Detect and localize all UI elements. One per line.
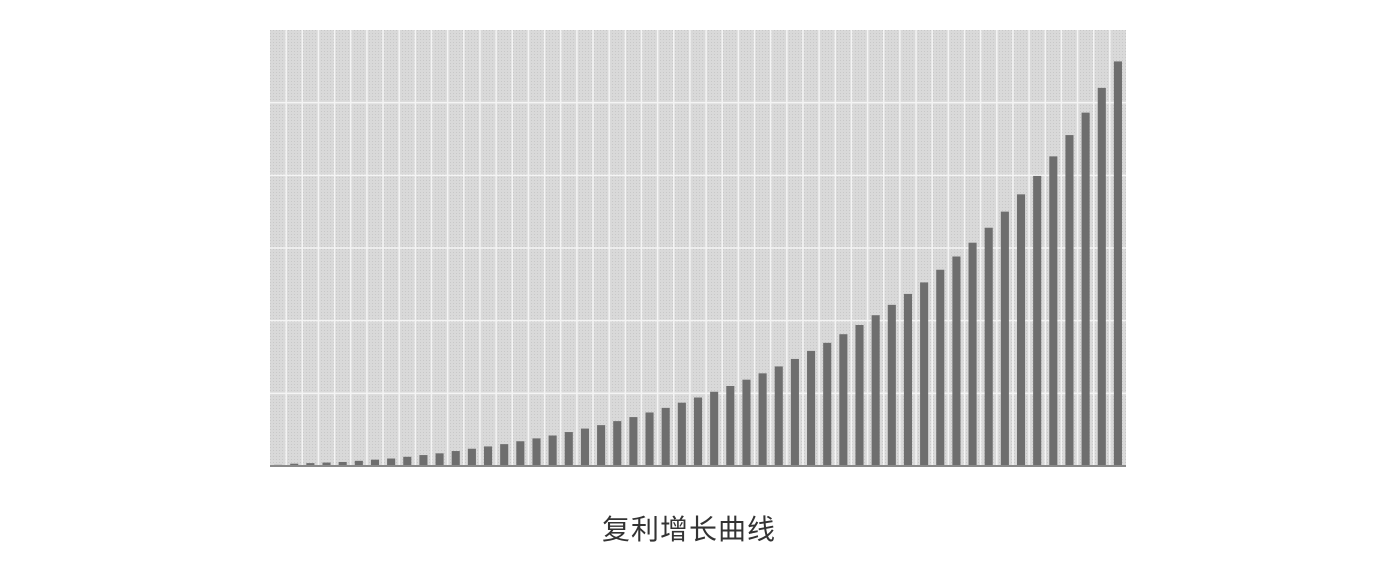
bar-37 [855,325,864,466]
bar-38 [871,315,880,466]
bar-5 [338,461,347,466]
bar-15 [500,444,509,466]
bar-45 [984,227,993,466]
bar-32 [774,366,783,466]
bar-16 [516,441,525,466]
bar-2 [290,463,299,466]
bar-40 [903,293,912,466]
bar-4 [322,462,331,466]
bar-30 [742,379,751,466]
bar-44 [968,242,977,466]
bar-7 [370,459,380,466]
bar-43 [952,256,961,466]
bar-28 [710,391,719,466]
bar-41 [920,282,929,466]
bar-48 [1033,175,1042,466]
bar-33 [790,358,799,466]
bar-6 [354,460,363,466]
bar-20 [580,428,589,466]
bar-24 [645,412,654,466]
bar-8 [387,458,396,466]
bar-52 [1097,87,1106,466]
bar-39 [887,304,896,466]
bar-53 [1113,61,1122,466]
bar-46 [1000,211,1009,466]
bar-22 [613,421,622,466]
bar-3 [306,463,315,466]
bar-50 [1065,135,1074,466]
bar-13 [467,448,476,466]
bar-11 [435,453,444,466]
bar-17 [532,438,541,466]
bar-49 [1049,156,1058,466]
bar-47 [1016,194,1026,466]
bar-25 [661,407,670,466]
gridlines [270,30,1126,466]
bar-12 [451,451,460,466]
bar-51 [1081,112,1090,466]
chart-title: 复利增长曲线 [601,513,776,546]
bar-35 [823,342,832,466]
bar-34 [807,350,816,466]
bar-19 [564,432,573,466]
bar-21 [597,425,606,466]
bar-9 [403,456,412,466]
compound-growth-chart [270,30,1126,467]
bar-26 [677,402,686,466]
bar-31 [758,373,767,466]
bar-10 [419,455,428,466]
bar-27 [693,397,703,466]
bar-series [274,61,1122,466]
bar-36 [839,334,848,466]
bar-42 [936,269,945,466]
bar-23 [629,417,638,466]
bar-29 [726,386,735,466]
bar-18 [548,435,557,466]
bar-14 [484,446,493,466]
